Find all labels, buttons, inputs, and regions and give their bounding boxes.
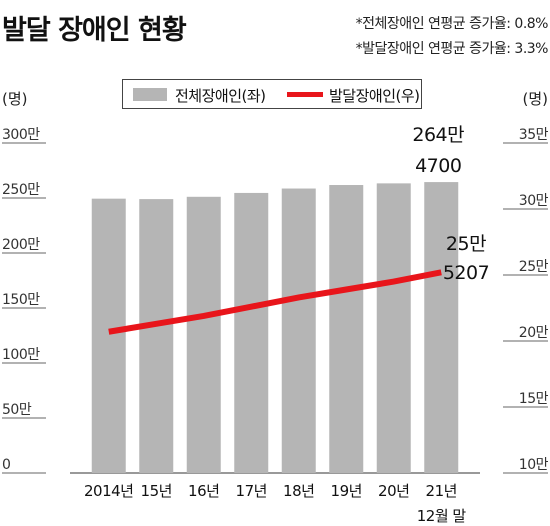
right-axis-tick-label: 10만 [519,457,549,473]
callout-developmental: 25만 [446,233,486,255]
bar-17년 [234,192,269,473]
right-axis-unit: (명) [522,90,548,108]
left-axis-tick-label: 100만 [2,347,40,363]
bar-19년 [329,185,364,473]
bar-15년 [139,199,174,473]
bar-20년 [376,183,411,473]
chart-legend: 전체장애인(좌) 발달장애인(우) [122,79,422,109]
growth-note-developmental: *발달장애인 연평균 증가율: 3.3% [355,41,549,57]
right-axis-tick-label: 35만 [519,127,549,143]
callout-total: 4700 [415,155,461,177]
x-tick-label: 2014년 [84,482,133,500]
left-axis-tick-label: 250만 [2,182,40,198]
legend-bar-swatch [133,88,167,101]
left-axis-unit: (명) [2,90,28,108]
right-axis-tick-label: 25만 [519,259,549,275]
x-tick-sublabel: 12월 말 [417,507,467,525]
legend-label-developmental: 발달장애인(우) [329,87,420,105]
callout-total: 264만 [412,124,464,146]
left-axis-tick-label: 150만 [2,292,40,308]
right-axis-tick-label: 20만 [519,325,549,341]
line-developmental [108,269,442,335]
legend-label-total: 전체장애인(좌) [175,87,266,105]
x-tick-label: 20년 [378,482,409,500]
x-tick-label: 18년 [283,482,314,500]
x-tick-label: 15년 [141,482,172,500]
bar-21년 [424,182,459,473]
right-axis-tick-label: 30만 [519,193,549,209]
legend-line-swatch [287,92,323,97]
left-axis-tick-label: 300만 [2,127,40,143]
bar-18년 [281,188,316,474]
callout-developmental: 5207 [443,262,489,284]
left-axis-tick-label: 0 [2,457,10,473]
x-tick-label: 19년 [331,482,362,500]
x-tick-label: 16년 [188,482,219,500]
bar-2014년 [91,198,126,473]
left-axis-tick-label: 50만 [2,402,32,418]
x-tick-label: 17년 [236,482,267,500]
bar-16년 [186,196,221,474]
left-axis-tick-label: 200만 [2,237,40,253]
x-tick-label: 21년 [426,482,457,500]
right-axis-tick-label: 15만 [519,391,549,407]
growth-note-total: *전체장애인 연평균 증가율: 0.8% [355,16,549,32]
chart-title: 발달 장애인 현황 [2,15,187,46]
